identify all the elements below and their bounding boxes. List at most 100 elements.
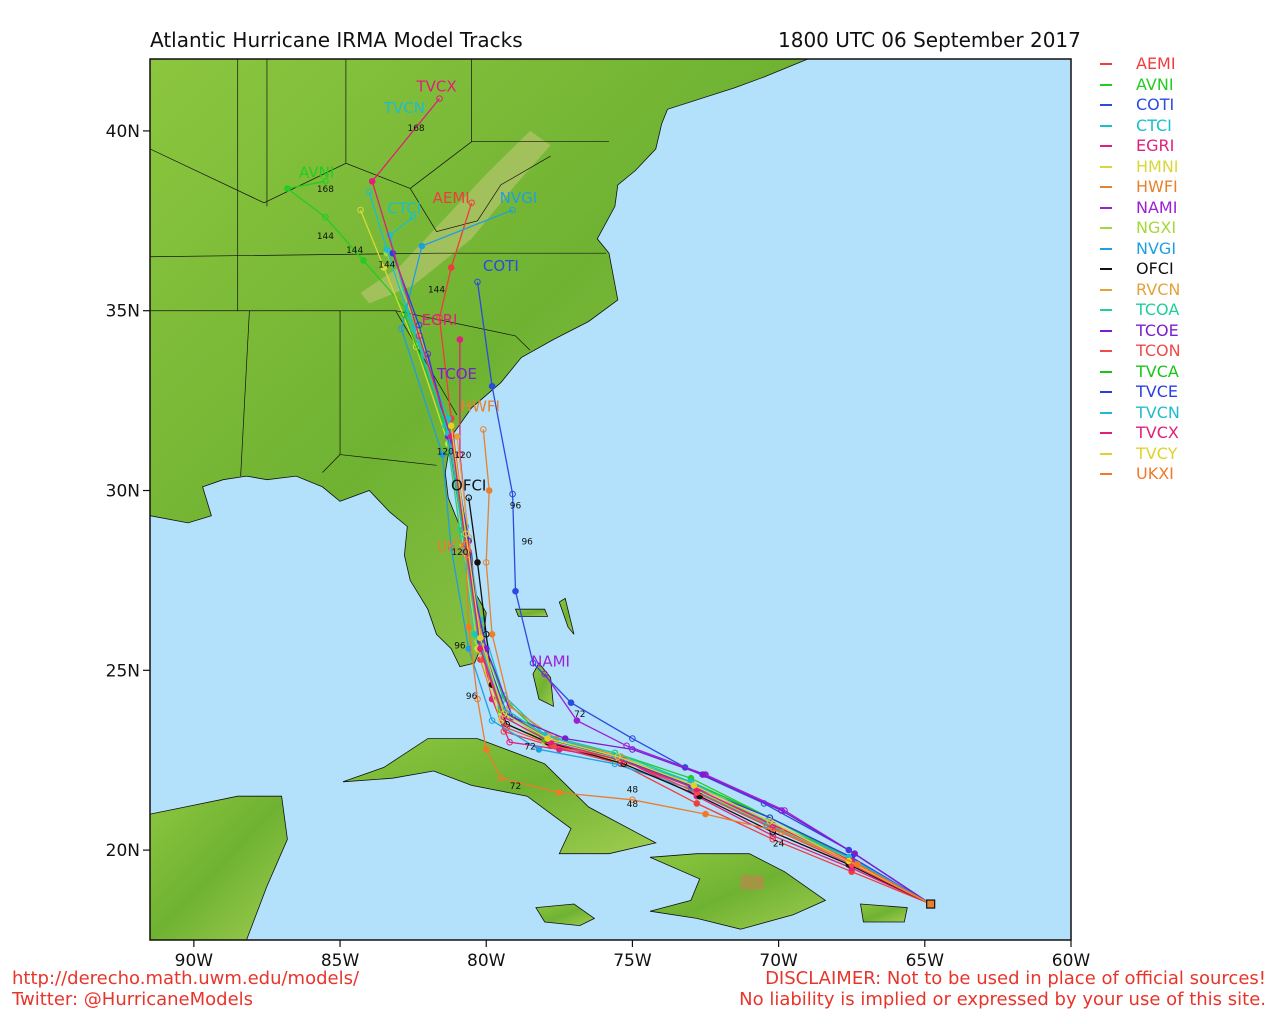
track-point [769,825,777,832]
track-point [629,735,636,742]
map-frame [149,58,1072,941]
track-point [629,796,636,804]
legend-swatch [1100,206,1112,209]
legend-swatch [1100,227,1112,230]
axes: 90W 85W 80W 75W 70W 65W 60W 20N 25N 30N 35N 40N [106,122,1091,971]
track-point [573,717,581,724]
track-point [368,178,376,185]
forecast-hour-label: 120 [451,548,468,558]
track-label-avni: AVNI [299,164,334,182]
track-point [488,631,496,638]
legend-label: TVCE [1136,382,1178,401]
track-point [488,382,496,390]
track-point [512,587,519,595]
legend-swatch [1100,350,1112,353]
legend-swatch [1100,268,1112,271]
land-layer [150,59,908,940]
track-point [465,494,473,502]
track-point [509,206,516,214]
x-tick-label: 80W [467,951,506,971]
track-point [500,713,508,721]
y-tick-label: 20N [106,841,140,861]
forecast-hour-label: 96 [454,642,466,652]
track-point [477,634,484,642]
track-label-tvcx: TVCX [415,77,456,95]
track-point [398,325,405,333]
track-point [366,188,373,196]
forecast-hour-label: 168 [317,185,334,195]
track-point [699,771,706,778]
legend-label: UKXI [1136,464,1174,483]
disclaimer-line-2: No liability is implied or expressed by … [739,989,1266,1010]
forecast-hour-label: 48 [627,786,639,796]
x-tick-label: 85W [321,951,360,971]
track-point [447,544,455,552]
track-point [769,832,777,840]
x-tick-label: 70W [759,951,798,971]
track-labels: AEMI AVNI COTI CTCI EGRI HWFI NAMI NVGI OFCI TCOE… [299,77,785,849]
legend-label: AEMI [1136,54,1176,73]
track-point [482,746,490,753]
track-aemi [438,202,931,905]
track-point [436,95,443,102]
legend-label: TVCA [1136,361,1179,381]
legend-label: CTCI [1136,115,1172,135]
forecast-hour-label: 24 [773,840,785,850]
track-point [439,451,446,458]
forecast-hour-label: 96 [466,692,478,702]
track-label-nami: NAMI [531,653,570,671]
legend: AEMI AVNI COTI CTCI EGRI HMNI HWFI NAMI NGXI NVGI… [1100,54,1181,485]
legend-item-tcon: TCON [1100,341,1181,362]
forecast-hour-label: 48 [627,800,639,810]
track-tvcx [371,98,932,905]
source-url[interactable]: http://derecho.math.uwm.edu/models/ [12,968,360,989]
legend-item-rvcn: RVCN [1100,280,1181,301]
track-point [497,774,505,782]
track-point [447,422,455,430]
track-point [383,246,391,253]
legend-swatch [1100,247,1112,250]
track-point [629,746,636,753]
legend-label: TCOA [1136,300,1180,319]
track-label-hwfi: HWFI [461,397,500,415]
track-point [456,336,464,343]
forecast-hour-label: 144 [317,232,334,242]
track-point [854,861,861,868]
legend-label: TCON [1136,341,1181,360]
legend-item-tvca: TVCA [1100,362,1181,383]
legend-swatch [1100,411,1112,414]
track-point [477,645,484,653]
legend-label: RVCN [1136,279,1181,299]
track-label-egri: EGRI [421,311,457,329]
track-label-tvcn: TVCN [383,99,425,117]
track-point [380,264,388,271]
track-point [401,311,408,318]
legend-label: AVNI [1136,74,1174,94]
track-point [690,782,698,789]
twitter-handle[interactable]: Twitter: @HurricaneModels [12,989,254,1010]
land-andros [532,662,554,707]
forecast-hour-label: 72 [524,742,535,752]
track-label-ukxi: UKXI [436,538,472,556]
legend-item-ukxi: UKXI [1100,464,1181,485]
forecast-hour-label: 144 [346,246,363,256]
forecast-hour-label: 120 [454,451,471,461]
track-point [567,699,575,707]
legend-item-tvce: TVCE [1100,382,1181,403]
legend-item-tvcy: TVCY [1100,444,1181,465]
appalachian-highlands [360,130,551,304]
track-point [503,724,511,732]
track-tvcy [450,425,932,905]
track-point [462,530,470,538]
track-label-aemi: AEMI [433,189,470,207]
track-point [769,836,777,843]
forecast-hour-label: 96 [521,537,533,547]
track-point [556,789,563,796]
legend-swatch [1100,452,1112,455]
track-label-tcoe: TCOE [436,365,477,383]
land-jamaica [535,903,596,927]
legend-label: TCOE [1136,320,1179,340]
track-point [409,213,417,221]
track-label-nvgi: NVGI [500,189,538,207]
state-border [410,141,472,189]
